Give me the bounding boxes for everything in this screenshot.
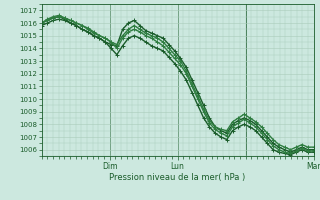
X-axis label: Pression niveau de la mer( hPa ): Pression niveau de la mer( hPa ) (109, 173, 246, 182)
